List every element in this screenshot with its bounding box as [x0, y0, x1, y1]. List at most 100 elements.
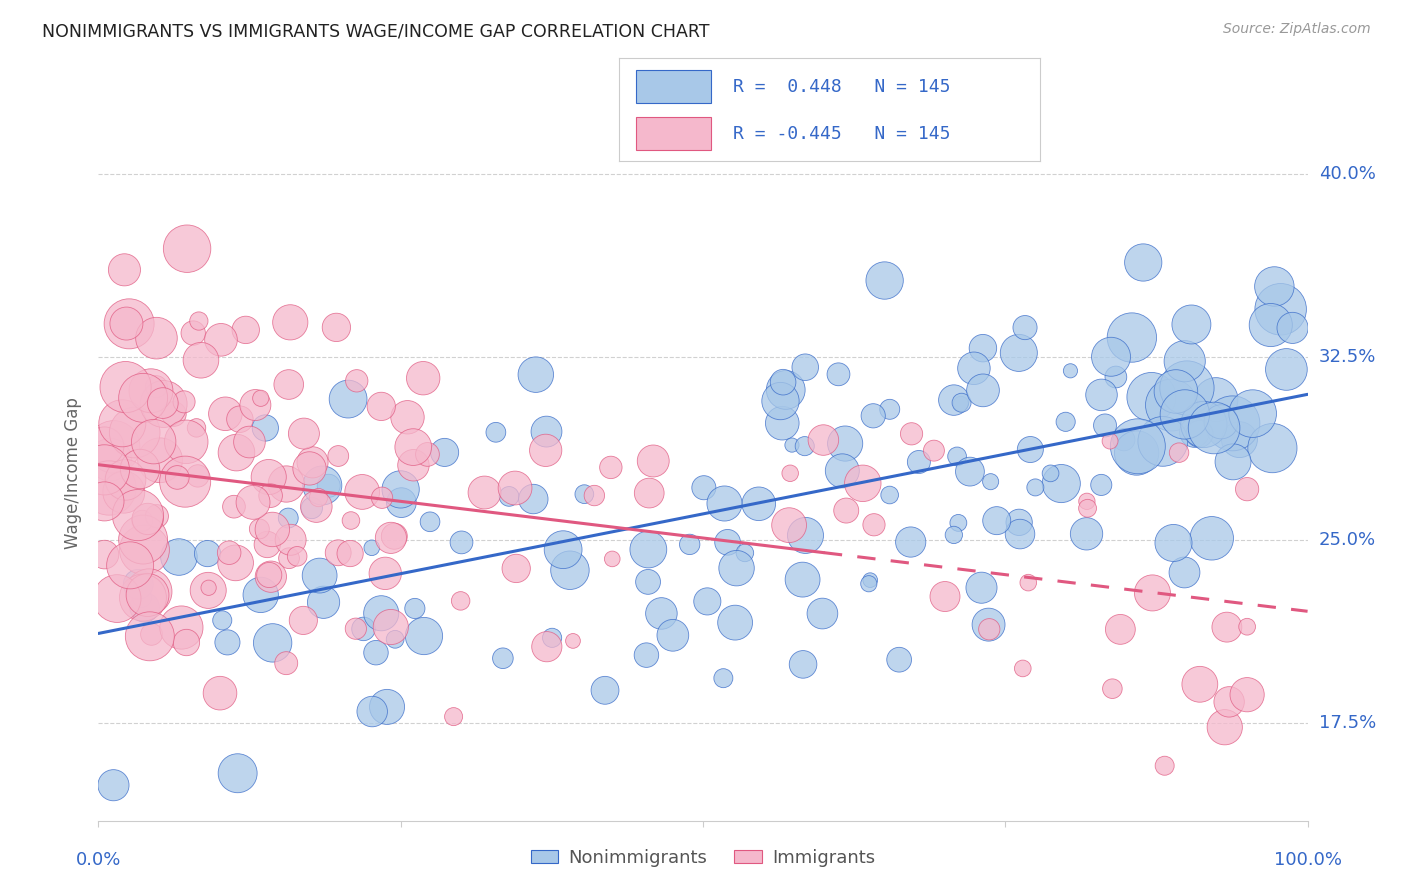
- Point: [370, 607, 392, 621]
- Point: [959, 465, 981, 479]
- Text: NONIMMIGRANTS VS IMMIGRANTS WAGE/INCOME GAP CORRELATION CHART: NONIMMIGRANTS VS IMMIGRANTS WAGE/INCOME …: [42, 22, 710, 40]
- Point: [262, 636, 284, 650]
- Point: [711, 671, 734, 685]
- Point: [1241, 407, 1264, 421]
- Point: [139, 384, 162, 398]
- Text: 0.0%: 0.0%: [76, 851, 121, 869]
- Point: [412, 371, 434, 385]
- Point: [443, 709, 465, 723]
- Point: [380, 620, 402, 634]
- Point: [1222, 455, 1244, 469]
- Point: [775, 383, 797, 397]
- Point: [402, 440, 425, 454]
- Point: [419, 515, 441, 529]
- Point: [225, 445, 247, 459]
- Point: [900, 426, 922, 441]
- Point: [1164, 384, 1187, 399]
- Point: [277, 511, 299, 525]
- Point: [834, 436, 856, 450]
- FancyBboxPatch shape: [636, 70, 711, 103]
- Point: [360, 541, 382, 555]
- Point: [1024, 480, 1046, 494]
- Point: [375, 699, 398, 714]
- Point: [364, 646, 387, 660]
- Point: [208, 686, 231, 700]
- Point: [247, 522, 270, 536]
- Point: [278, 551, 301, 566]
- Point: [835, 503, 858, 517]
- Point: [396, 410, 419, 425]
- Legend: Nonimmigrants, Immigrants: Nonimmigrants, Immigrants: [523, 842, 883, 874]
- Point: [132, 533, 155, 547]
- Point: [558, 563, 581, 577]
- Point: [389, 483, 412, 497]
- Point: [725, 561, 748, 575]
- Point: [922, 443, 945, 458]
- Point: [1090, 478, 1112, 492]
- Point: [127, 508, 149, 522]
- Point: [1121, 330, 1143, 344]
- Point: [352, 484, 374, 499]
- Point: [298, 461, 321, 475]
- Point: [138, 584, 160, 599]
- Point: [361, 705, 384, 719]
- Point: [1077, 501, 1099, 516]
- Point: [186, 421, 208, 435]
- Point: [190, 353, 212, 368]
- Point: [1054, 415, 1077, 429]
- Point: [353, 622, 375, 636]
- Point: [318, 479, 340, 493]
- Point: [780, 438, 803, 452]
- Point: [713, 496, 735, 510]
- Text: R =  0.448   N = 145: R = 0.448 N = 145: [733, 78, 950, 95]
- Point: [259, 489, 281, 503]
- Point: [433, 445, 456, 459]
- Point: [979, 622, 1001, 636]
- Point: [152, 397, 174, 411]
- Point: [254, 421, 277, 435]
- Point: [934, 590, 956, 604]
- Point: [308, 491, 330, 505]
- Point: [112, 485, 135, 500]
- Point: [1209, 415, 1232, 429]
- Point: [1263, 279, 1285, 293]
- Point: [340, 514, 363, 528]
- Point: [769, 394, 792, 409]
- Point: [103, 778, 125, 792]
- Point: [562, 634, 585, 648]
- Point: [145, 380, 167, 394]
- Point: [305, 500, 328, 514]
- Point: [949, 397, 972, 411]
- Point: [498, 490, 520, 504]
- Point: [1076, 494, 1098, 508]
- Point: [536, 640, 558, 654]
- Text: 32.5%: 32.5%: [1319, 348, 1376, 366]
- Point: [114, 380, 136, 394]
- Point: [600, 552, 623, 566]
- Point: [93, 439, 115, 453]
- Point: [328, 449, 350, 463]
- Point: [374, 566, 396, 581]
- Point: [1008, 527, 1031, 541]
- Point: [1008, 346, 1031, 360]
- Point: [662, 628, 685, 642]
- Point: [292, 614, 315, 628]
- Point: [637, 542, 659, 557]
- Point: [553, 542, 575, 557]
- Point: [643, 454, 665, 468]
- Point: [1281, 321, 1303, 335]
- Point: [942, 393, 965, 408]
- Point: [908, 455, 931, 469]
- Point: [1216, 620, 1239, 634]
- Point: [344, 622, 367, 636]
- Point: [637, 574, 659, 589]
- Point: [1059, 364, 1081, 378]
- Point: [339, 547, 361, 561]
- Text: 25.0%: 25.0%: [1319, 531, 1376, 549]
- Point: [93, 548, 115, 562]
- Point: [1163, 536, 1185, 550]
- Point: [1126, 439, 1149, 453]
- Point: [593, 683, 616, 698]
- Point: [889, 653, 911, 667]
- Point: [218, 546, 240, 560]
